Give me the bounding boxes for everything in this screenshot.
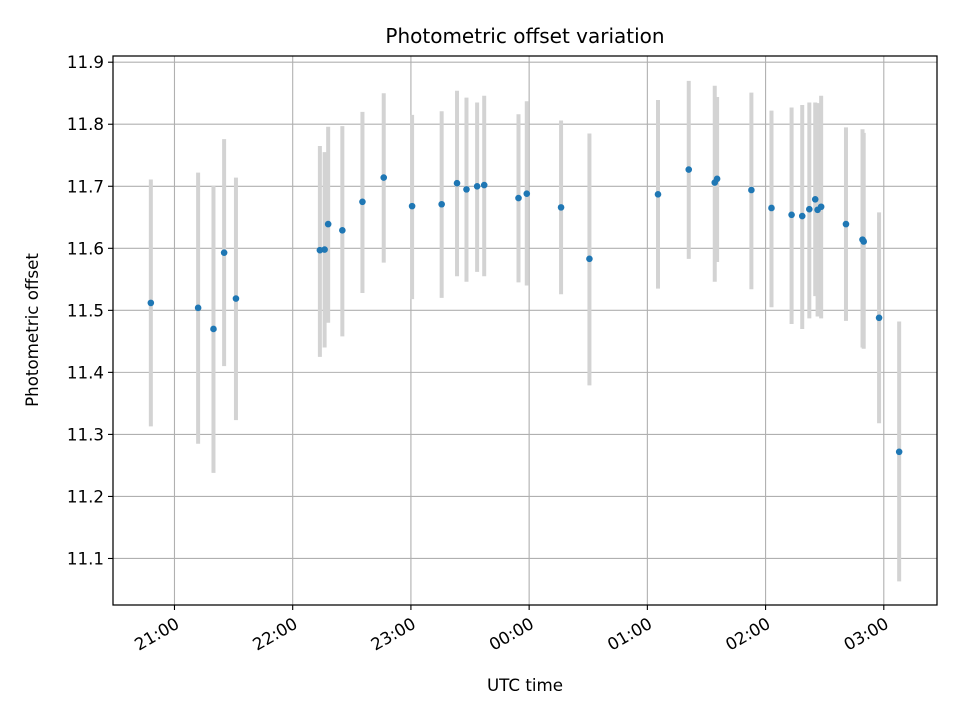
- chart-title: Photometric offset variation: [385, 24, 664, 48]
- data-point: [339, 227, 346, 234]
- y-tick-label: 11.7: [67, 176, 104, 196]
- data-point: [875, 314, 883, 322]
- data-point: [798, 212, 806, 220]
- y-tick-label: 11.9: [67, 52, 104, 72]
- y-tick-label: 11.6: [67, 238, 104, 258]
- data-points: [147, 166, 903, 456]
- data-point: [408, 202, 416, 210]
- data-point: [473, 182, 481, 190]
- data-point: [359, 198, 366, 206]
- data-point: [321, 246, 328, 253]
- data-point: [453, 179, 461, 187]
- y-tick-label: 11.2: [67, 486, 104, 506]
- axes-frame: [112, 55, 938, 606]
- data-point: [713, 175, 721, 183]
- data-point: [895, 448, 903, 456]
- x-axis-label: UTC time: [487, 675, 563, 695]
- data-point: [842, 220, 850, 228]
- data-point: [463, 186, 470, 193]
- data-point: [324, 220, 332, 228]
- data-point: [788, 211, 795, 219]
- grid: [113, 56, 937, 605]
- data-point: [515, 194, 522, 202]
- data-point: [194, 304, 202, 312]
- data-point: [811, 195, 819, 203]
- data-point: [232, 295, 240, 302]
- y-tick-label: 11.4: [67, 362, 104, 382]
- data-point: [860, 238, 868, 245]
- y-tick-label: 11.3: [67, 424, 104, 444]
- data-point: [748, 186, 755, 194]
- y-axis-label: Photometric offset: [22, 253, 42, 407]
- data-point: [438, 200, 445, 208]
- data-point: [220, 249, 228, 256]
- data-point: [586, 255, 593, 263]
- y-tick-label: 11.8: [67, 114, 104, 134]
- data-point: [685, 166, 693, 173]
- y-axis: 11.1 11.2 11.3 11.4 11.5 11.6 11.7 11.8 11.9: [67, 52, 113, 568]
- data-point: [147, 299, 155, 307]
- data-point: [523, 190, 531, 198]
- y-tick-label: 11.1: [67, 548, 104, 568]
- data-point: [557, 204, 565, 211]
- data-point: [817, 203, 825, 211]
- data-point: [380, 174, 388, 181]
- y-tick-label: 11.5: [67, 300, 104, 320]
- data-point: [480, 181, 488, 189]
- data-point: [768, 204, 775, 212]
- data-point: [654, 191, 662, 198]
- data-point: [210, 325, 217, 333]
- data-point: [806, 205, 813, 213]
